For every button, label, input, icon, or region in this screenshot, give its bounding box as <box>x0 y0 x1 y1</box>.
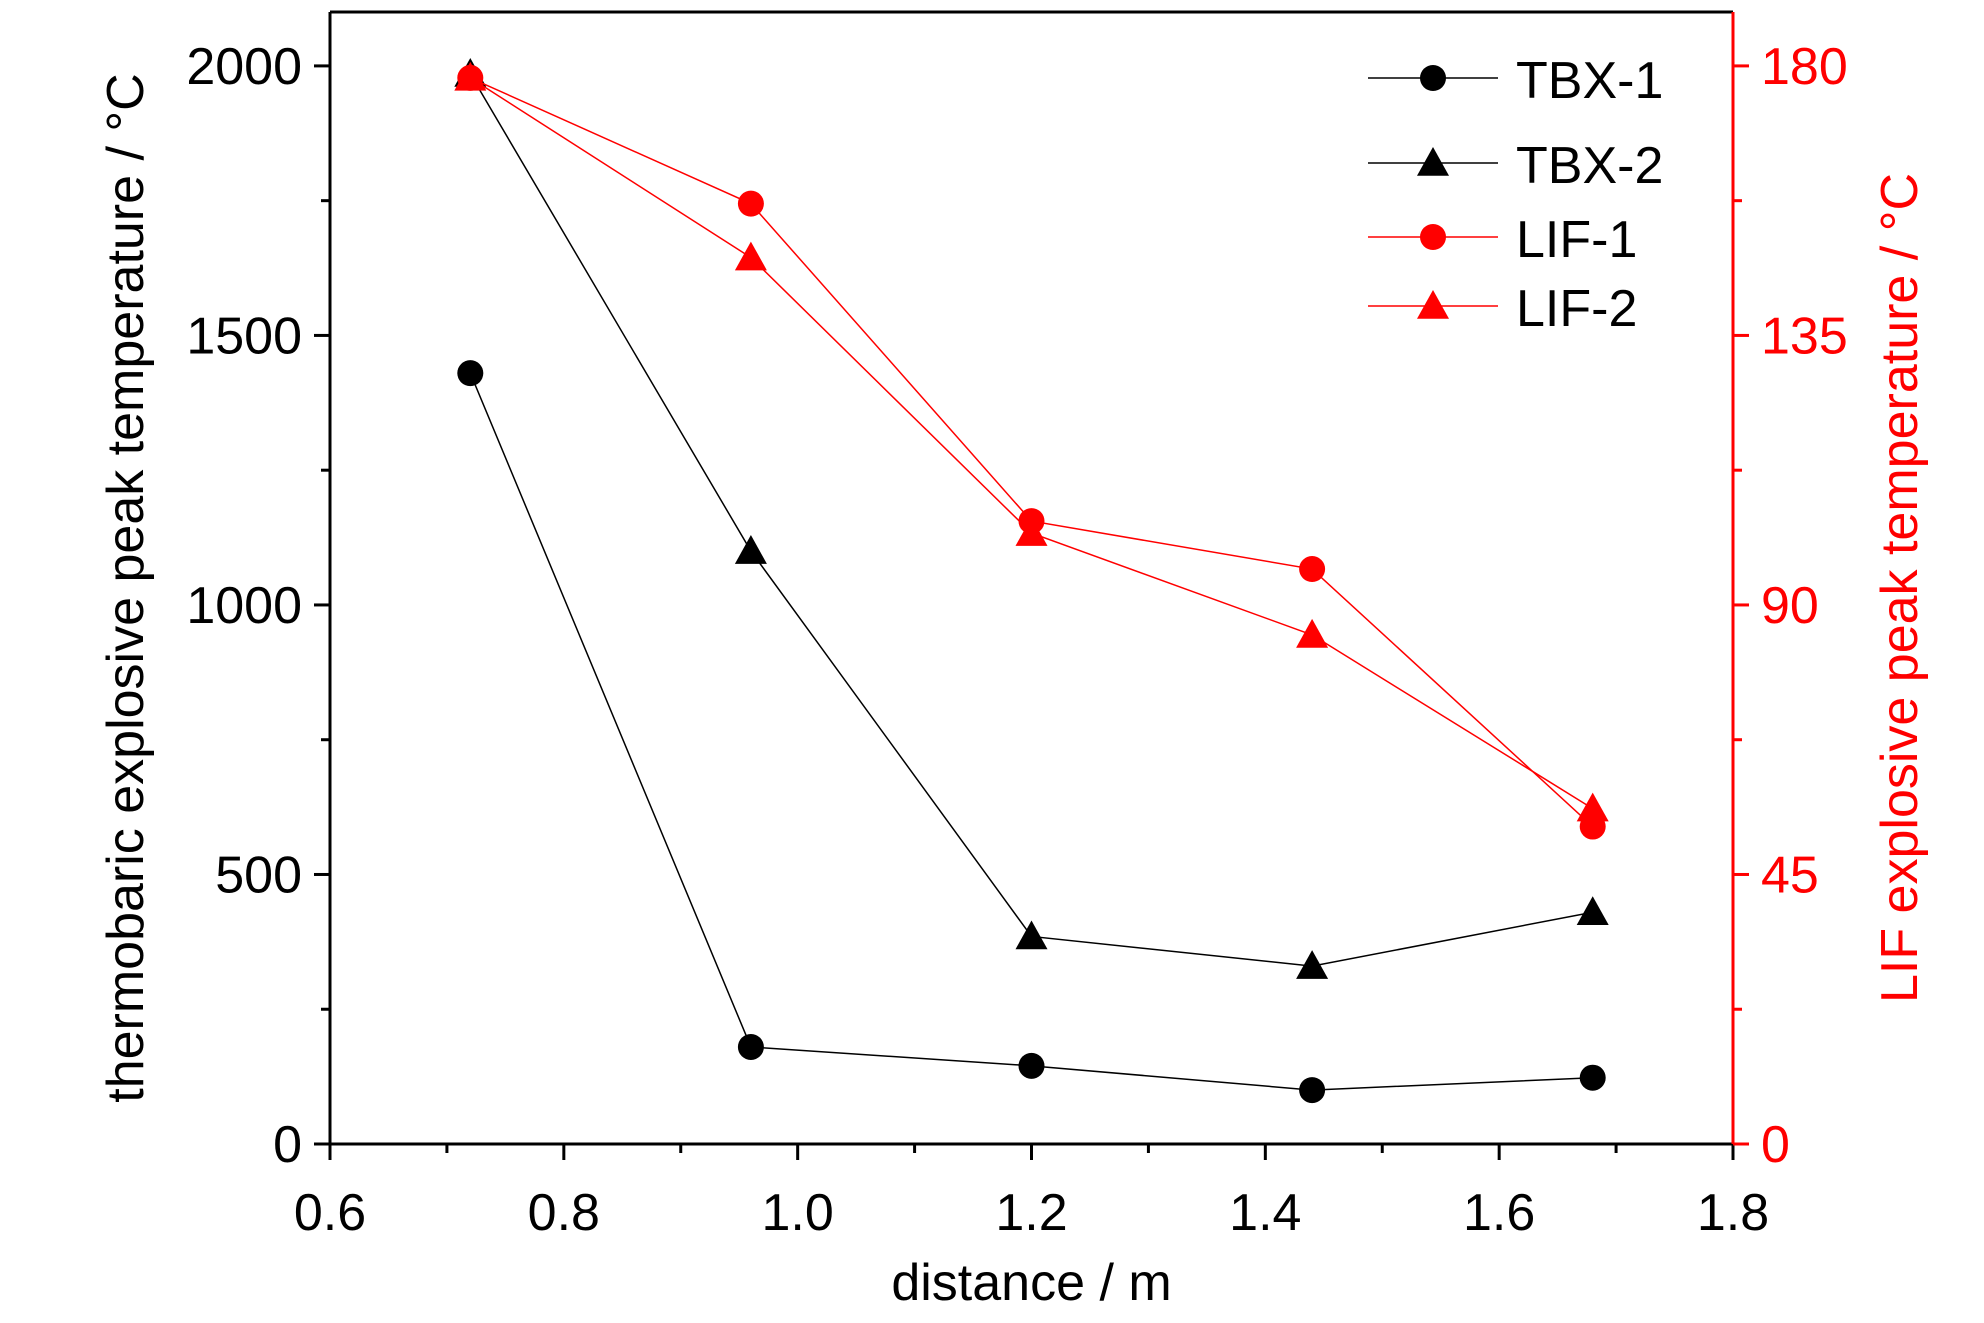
y2-tick-label: 135 <box>1761 307 1848 365</box>
legend-item-lif-1: LIF-1 <box>1368 211 1637 269</box>
legend-label: LIF-1 <box>1516 211 1637 269</box>
legend-item-lif-2: LIF-2 <box>1368 280 1637 338</box>
legend-label: TBX-2 <box>1516 137 1663 195</box>
x-tick-label: 1.2 <box>995 1184 1067 1242</box>
data-point <box>1296 618 1329 648</box>
data-point <box>1576 896 1609 926</box>
data-point <box>734 535 767 564</box>
data-point <box>1299 556 1326 583</box>
x-tick-label: 1.0 <box>762 1184 834 1242</box>
x-tick-label: 1.4 <box>1229 1184 1301 1242</box>
data-point <box>1576 792 1609 822</box>
legend-label: LIF-2 <box>1516 280 1637 338</box>
data-point <box>737 190 764 217</box>
y-tick-label: 2000 <box>186 38 302 96</box>
y2-tick-label: 0 <box>1761 1116 1790 1174</box>
data-point <box>737 1033 764 1060</box>
x-tick-label: 1.6 <box>1463 1184 1535 1242</box>
y-tick-label: 0 <box>273 1116 302 1174</box>
y-tick-label: 1500 <box>186 307 302 365</box>
series-line <box>469 77 1594 828</box>
series-lif-2 <box>454 61 1609 822</box>
x-tick-label: 1.8 <box>1697 1184 1769 1242</box>
series-lif-1 <box>457 64 1606 840</box>
data-point <box>1579 1064 1606 1091</box>
data-point <box>734 241 767 271</box>
y2-tick-label: 180 <box>1761 38 1848 96</box>
series-line <box>469 372 1593 1091</box>
series-tbx-1 <box>457 360 1606 1104</box>
y2-tick-label: 90 <box>1761 577 1819 635</box>
legend-marker <box>1417 147 1449 176</box>
y2-tick-label: 45 <box>1761 846 1819 904</box>
data-point <box>1299 1077 1326 1104</box>
legend-item-tbx-2: TBX-2 <box>1368 137 1663 195</box>
data-point <box>1018 1052 1045 1079</box>
legend-item-tbx-1: TBX-1 <box>1368 52 1663 110</box>
data-point <box>1015 920 1048 950</box>
x-tick-label: 0.8 <box>528 1184 600 1242</box>
x-tick-label: 0.6 <box>294 1184 366 1242</box>
legend-marker <box>1420 65 1446 91</box>
data-point <box>1015 517 1048 546</box>
plot-series <box>454 57 1609 1104</box>
data-point <box>457 360 484 387</box>
legend-marker <box>1417 290 1449 319</box>
x-axis-title: distance / m <box>891 1254 1171 1312</box>
y-tick-label: 1000 <box>186 577 302 635</box>
axes: 0.6 0.8 1.0 1.2 1.4 1.6 1.8 0 500 1000 1500 2000 0 45… <box>186 10 1848 1242</box>
legend: TBX-1 TBX-2 LIF-1 LIF-2 <box>1368 52 1663 338</box>
data-point <box>1296 950 1329 979</box>
data-point <box>454 61 487 91</box>
series-line <box>469 77 1594 810</box>
y-axis-title: thermobaric explosive peak temperature /… <box>97 73 155 1103</box>
legend-marker <box>1420 224 1446 250</box>
legend-label: TBX-1 <box>1516 52 1663 110</box>
y-tick-label: 500 <box>215 846 302 904</box>
y2-axis-title: LIF explosive peak temperature / °C <box>1871 173 1929 1003</box>
